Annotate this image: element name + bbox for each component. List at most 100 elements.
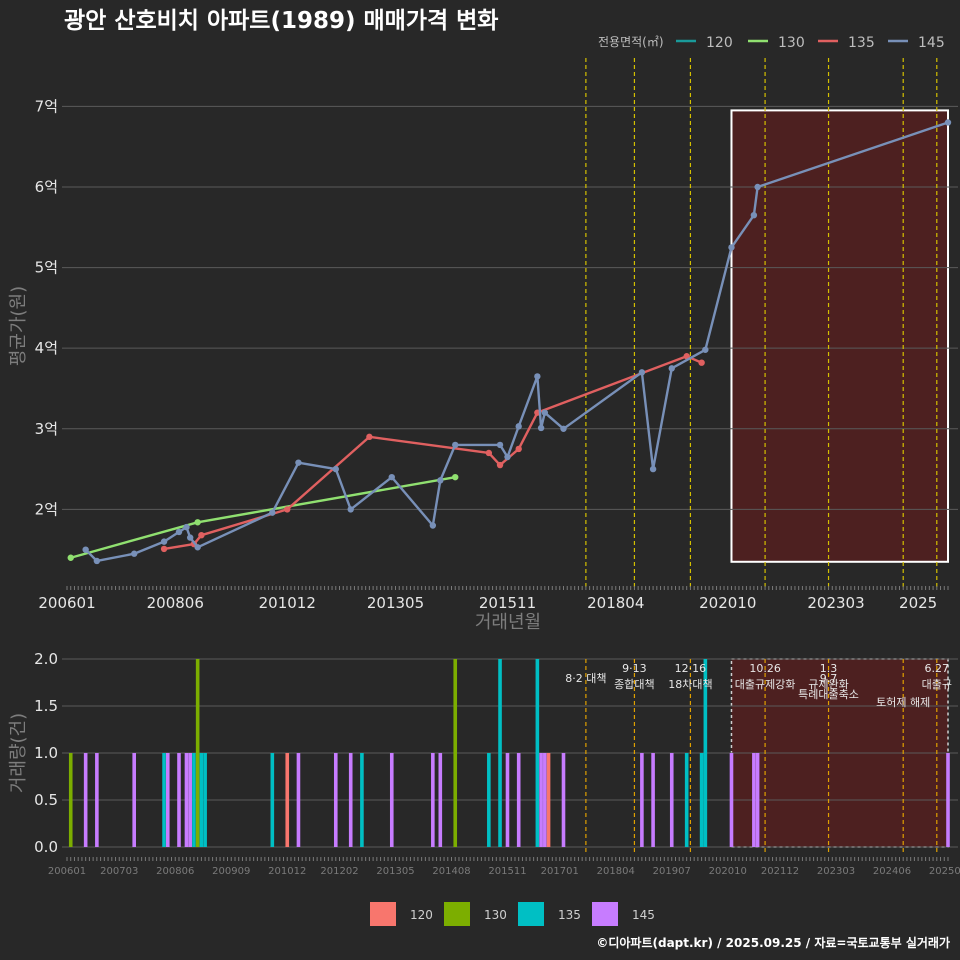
data-point-145 xyxy=(496,441,504,449)
volume-bar-145 xyxy=(348,753,353,847)
data-point-130 xyxy=(194,519,201,526)
volume-bar-135 xyxy=(199,753,204,847)
y-tick-label: 2억 xyxy=(35,500,58,518)
volume-panel: 0.0 0.5 1.0 1.5 2.0 8·2 대책 9·13 종합대책 12·16 18차대책 1… xyxy=(8,650,960,877)
policy-annotation: 18차대책 xyxy=(668,678,712,691)
y-tick-label: 5억 xyxy=(35,259,58,277)
volume-bar-145 xyxy=(946,753,950,847)
volume-x-tick-label: 200806 xyxy=(156,866,194,877)
volume-y-axis-title: 거래량(건) xyxy=(8,713,29,793)
data-point-145 xyxy=(515,423,522,430)
y-axis-title: 평균가(원) xyxy=(8,286,29,366)
data-point-145 xyxy=(452,441,459,449)
data-point-145 xyxy=(728,244,735,251)
data-point-145 xyxy=(186,534,194,541)
x-tick-label: 2025 xyxy=(899,594,937,612)
data-point-145 xyxy=(183,523,190,531)
volume-bar-135 xyxy=(535,659,540,847)
x-tick-label: 201511 xyxy=(479,594,536,612)
data-point-135 xyxy=(485,449,493,457)
highlight-box xyxy=(730,109,949,563)
policy-annotation: 특례대출축소 xyxy=(798,688,859,701)
data-point-145 xyxy=(82,546,89,553)
volume-legend-key-120 xyxy=(370,902,396,926)
volume-y-tick-label: 0.0 xyxy=(34,838,58,856)
volume-bar-120 xyxy=(285,753,290,847)
data-point-145 xyxy=(750,211,758,219)
data-point-145 xyxy=(437,477,444,484)
volume-bar-145 xyxy=(132,753,136,847)
volume-bar-135 xyxy=(360,753,364,847)
volume-bar-145 xyxy=(333,753,338,847)
volume-bar-145 xyxy=(561,753,566,847)
volume-x-tick-label: 201511 xyxy=(488,866,526,877)
volume-legend-label-135: 135 xyxy=(558,908,581,922)
data-point-145 xyxy=(160,538,168,545)
volume-x-tick-label: 200703 xyxy=(100,866,138,877)
y-tick-label: 3억 xyxy=(35,420,58,438)
volume-bar-145 xyxy=(431,753,435,847)
volume-x-tick-label: 201202 xyxy=(320,866,358,877)
data-point-135 xyxy=(198,531,205,539)
x-tick-label: 201305 xyxy=(367,594,424,612)
volume-bar-145 xyxy=(165,753,170,847)
data-point-145 xyxy=(429,522,437,529)
volume-y-tick-label: 1.0 xyxy=(34,744,58,762)
volume-bar-130 xyxy=(453,659,458,847)
data-point-145 xyxy=(649,465,657,473)
legend-title: 전용면적(㎡) xyxy=(598,35,664,49)
volume-bar-145 xyxy=(539,753,543,847)
x-tick-label: 200806 xyxy=(147,594,204,612)
volume-bar-145 xyxy=(188,753,192,847)
volume-x-tick-label: 201907 xyxy=(653,866,691,877)
volume-bar-135 xyxy=(703,659,708,847)
volume-bar-145 xyxy=(651,753,655,847)
x-axis-title: 거래년월 xyxy=(475,612,541,633)
policy-annotation: 6.27 xyxy=(925,662,950,675)
data-point-135 xyxy=(284,506,291,513)
volume-bar-145 xyxy=(669,753,674,847)
policy-annotation: 규제완화 xyxy=(808,678,848,691)
y-tick-label: 6억 xyxy=(35,178,58,196)
data-point-145 xyxy=(560,425,567,432)
policy-annotation: 종합대책 xyxy=(614,678,654,691)
policy-annotation: 대출규 xyxy=(922,678,952,691)
volume-bar-145 xyxy=(755,753,760,847)
data-point-145 xyxy=(332,465,339,473)
volume-bar-145 xyxy=(543,753,547,847)
data-point-145 xyxy=(638,369,646,376)
volume-x-tick-label: 202010 xyxy=(709,866,747,877)
data-point-145 xyxy=(93,557,101,565)
volume-legend-key-145 xyxy=(592,902,618,926)
data-point-145 xyxy=(754,183,761,191)
volume-bar-145 xyxy=(438,753,443,847)
data-point-135 xyxy=(496,461,504,469)
volume-y-tick-label: 1.5 xyxy=(34,697,58,715)
volume-bar-135 xyxy=(684,753,689,847)
x-tick-label: 202010 xyxy=(699,594,756,612)
volume-x-tick-label: 200909 xyxy=(212,866,250,877)
policy-annotation: 대출규제강화 xyxy=(735,678,796,691)
volume-bar-135 xyxy=(487,753,491,847)
volume-bar-145 xyxy=(83,753,88,847)
volume-x-tick-label: 201408 xyxy=(432,866,470,877)
x-tick-label: 201804 xyxy=(587,594,644,612)
volume-x-tick-label: 201305 xyxy=(376,866,414,877)
data-point-145 xyxy=(388,473,395,481)
y-tick-label: 4억 xyxy=(35,339,58,357)
volume-bar-145 xyxy=(516,753,521,847)
volume-bar-145 xyxy=(752,753,756,847)
data-point-145 xyxy=(295,459,302,466)
volume-x-tick-label: 201804 xyxy=(597,866,635,877)
volume-bar-135 xyxy=(270,753,275,847)
legend-label-135: 135 xyxy=(848,35,875,51)
volume-bar-135 xyxy=(498,659,502,847)
policy-annotation: 8·2 대책 xyxy=(565,672,606,685)
policy-annotation: 9.7 xyxy=(820,672,838,685)
volume-bar-145 xyxy=(505,753,510,847)
policy-annotation: 토허제 해제 xyxy=(876,695,930,709)
volume-bar-145 xyxy=(389,753,394,847)
data-point-145 xyxy=(541,409,549,416)
volume-legend-label-130: 130 xyxy=(484,908,507,922)
